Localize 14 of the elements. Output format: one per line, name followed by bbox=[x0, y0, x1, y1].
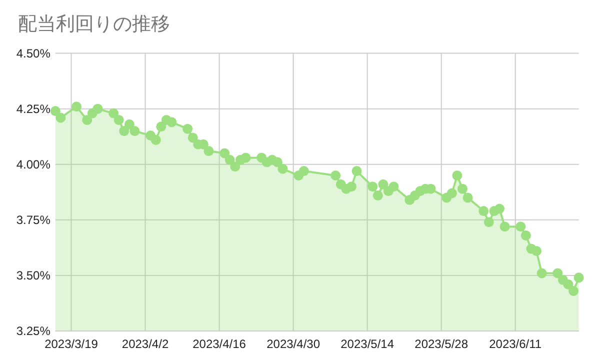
y-tick-label: 4.50% bbox=[16, 46, 51, 60]
y-tick-label: 4.00% bbox=[16, 157, 51, 172]
y-tick-label: 3.25% bbox=[16, 324, 51, 338]
x-tick-label: 2023/5/14 bbox=[340, 337, 394, 351]
x-tick-label: 2023/5/28 bbox=[414, 337, 468, 351]
title: 配当利回りの推移 bbox=[18, 14, 170, 35]
x-tick-label: 2023/3/19 bbox=[44, 337, 98, 351]
y-tick-label: 3.75% bbox=[16, 212, 51, 227]
x-tick-label: 2023/4/16 bbox=[192, 337, 246, 351]
x-tick-label: 2023/4/30 bbox=[266, 337, 320, 351]
x-tick-label: 2023/6/11 bbox=[489, 337, 542, 351]
x-tick-label: 2023/4/2 bbox=[122, 337, 169, 351]
y-tick-label: 4.25% bbox=[16, 102, 51, 116]
y-tick-label: 3.50% bbox=[16, 268, 51, 282]
